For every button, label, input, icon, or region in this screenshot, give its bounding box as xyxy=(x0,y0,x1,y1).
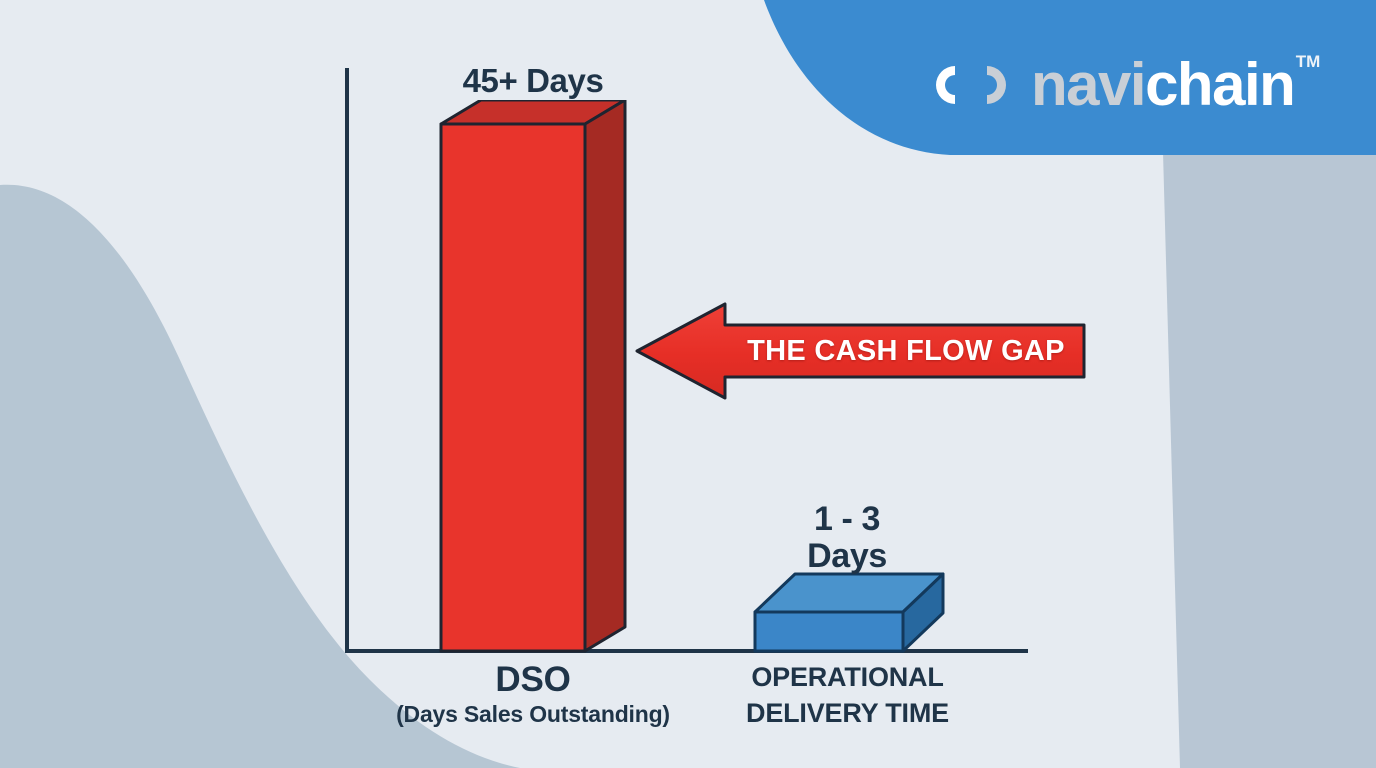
bar-dso-front-face xyxy=(439,122,587,653)
category-dso-title: DSO xyxy=(495,660,571,699)
category-ops-line1: OPERATIONAL xyxy=(751,662,944,692)
brand-banner xyxy=(764,0,1376,155)
brand-word-navi: navi xyxy=(1031,51,1147,118)
trademark-symbol: TM xyxy=(1295,52,1321,71)
brand-logo[interactable]: navichain TM xyxy=(925,50,1320,120)
bar-ops-front-face xyxy=(753,610,905,653)
arrow-shape xyxy=(635,302,1086,400)
category-label-dso: DSO (Days Sales Outstanding) xyxy=(368,660,698,729)
brand-word-chain: chain xyxy=(1145,51,1296,118)
cash-flow-gap-callout[interactable]: THE CASH FLOW GAP xyxy=(633,298,1088,404)
bar-ops-value-line1: 1 - 3 xyxy=(813,500,881,538)
left-wave-shape xyxy=(0,184,520,768)
category-ops-line2: DELIVERY TIME xyxy=(746,697,949,728)
x-axis-line xyxy=(345,649,1028,653)
y-axis-line xyxy=(345,68,349,653)
bar-operational-delivery[interactable] xyxy=(740,560,960,670)
bar-dso-value-text: 45+ Days xyxy=(462,62,604,99)
bar-dso-value-label: 45+ Days xyxy=(398,63,668,99)
right-wedge-shape xyxy=(1163,152,1376,768)
category-label-operational: OPERATIONAL DELIVERY TIME xyxy=(700,660,995,731)
banner-shape xyxy=(764,0,1376,155)
category-dso-subtitle: (Days Sales Outstanding) xyxy=(396,701,670,728)
chain-link-icon xyxy=(936,66,1006,104)
bar-dso[interactable] xyxy=(425,100,650,670)
brand-wordmark: navichain TM xyxy=(1031,53,1320,115)
bar-ops-value-label: 1 - 3 Days xyxy=(742,501,952,574)
callout-label: THE CASH FLOW GAP xyxy=(747,334,1065,367)
bar-ops-value-line2: Days xyxy=(807,536,887,575)
bar-dso-side-face xyxy=(583,100,627,653)
left-arrow-icon xyxy=(635,302,1086,400)
